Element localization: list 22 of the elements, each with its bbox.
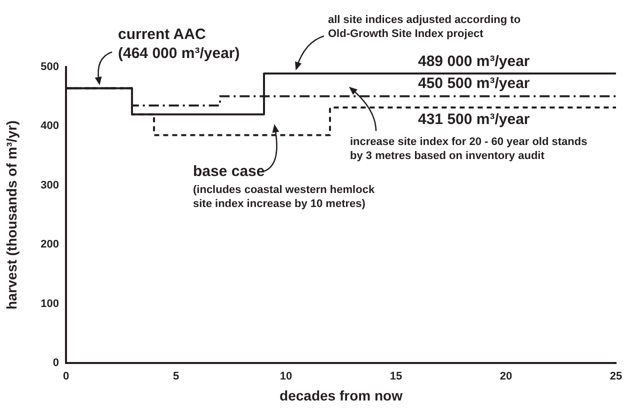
y-tick-label: 400 — [40, 120, 59, 132]
annotation: 431 500 m³/year — [418, 110, 530, 130]
annotation: (includes coastal western hemlock site index increase by 10 metres) — [193, 184, 375, 212]
y-axis-title: harvest (thousands of m³/yr) — [3, 120, 20, 310]
x-tick-label: 25 — [610, 370, 622, 383]
x-tick-label: 15 — [390, 370, 402, 383]
x-tick-label: 10 — [280, 370, 292, 383]
x-tick-label: 0 — [62, 370, 70, 383]
x-tick-label: 20 — [500, 370, 512, 383]
y-tick-label: 100 — [40, 298, 59, 310]
x-tick-label: 5 — [172, 370, 180, 383]
annotation: base case — [193, 163, 265, 182]
annotation: increase site index for 20 - 60 year old stands by 3 metres based on inventory audit — [350, 136, 588, 164]
annotation: 450 500 m³/year — [418, 75, 530, 94]
y-tick-label: 0 — [52, 357, 59, 370]
annotation: current AAC (464 000 m³/year) — [118, 26, 240, 64]
annotation: 489 000 m³/year — [418, 52, 530, 72]
y-tick-label: 300 — [40, 179, 59, 192]
annotation: all site indices adjusted according to Old-Growth Site Index project — [328, 14, 521, 42]
y-tick-label: 500 — [40, 61, 59, 74]
y-tick-label: 200 — [40, 238, 59, 251]
x-axis-title: decades from now — [280, 387, 403, 404]
